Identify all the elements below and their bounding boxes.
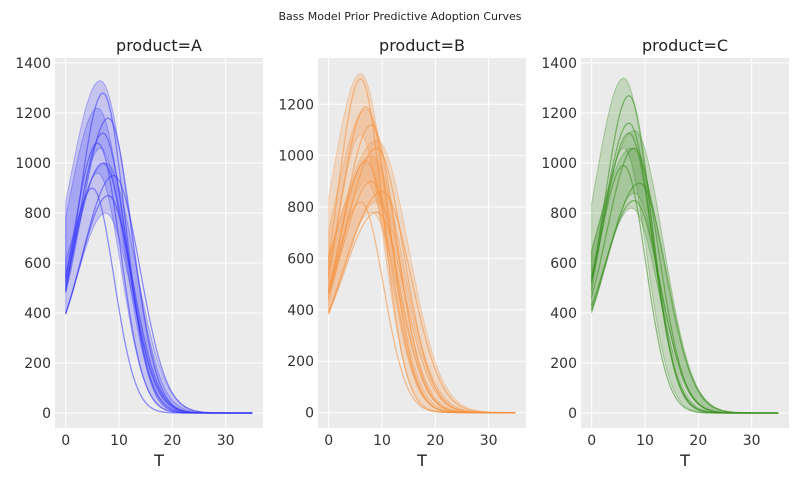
- adoption-curve: [328, 211, 516, 414]
- y-tick-label: 1200: [278, 97, 314, 113]
- x-tick-label: 30: [743, 433, 761, 449]
- subplot-title: product=B: [379, 36, 465, 55]
- y-tick-label: 1400: [541, 56, 577, 72]
- y-tick-label: 400: [550, 306, 577, 322]
- x-tick-label: 30: [480, 433, 498, 449]
- y-tick-label: 1200: [15, 106, 51, 122]
- subplot-3: 0 10 20 30 0 200 400 600 800 1000 1200 1400 product=…: [541, 36, 789, 470]
- y-tick-label: 200: [24, 356, 51, 372]
- y-tick-label: 0: [568, 406, 577, 422]
- y-tick-label: 600: [24, 256, 51, 272]
- y-tick-label: 0: [305, 406, 314, 422]
- x-tick-label: 10: [636, 433, 654, 449]
- x-tick-label: 30: [217, 433, 235, 449]
- y-tick-label: 400: [287, 303, 314, 319]
- x-axis-label: T: [679, 451, 690, 470]
- y-tick-label: 200: [550, 356, 577, 372]
- y-tick-label: 1200: [541, 106, 577, 122]
- y-tick-label: 1000: [278, 149, 314, 165]
- subplot-title: product=A: [116, 36, 202, 55]
- y-tick-label: 800: [24, 206, 51, 222]
- y-tick-label: 400: [24, 306, 51, 322]
- subplot-title: product=C: [642, 36, 728, 55]
- x-axis-label: T: [153, 451, 164, 470]
- x-tick-label: 0: [324, 433, 333, 449]
- y-tick-label: 1000: [541, 156, 577, 172]
- figure-title: Bass Model Prior Predictive Adoption Cur…: [278, 10, 521, 23]
- subplot-2: 0 10 20 30 0 200 400 600 800 1000 1200 product=B T: [278, 36, 526, 470]
- x-tick-label: 10: [110, 433, 128, 449]
- y-tick-label: 800: [287, 200, 314, 216]
- x-tick-label: 0: [587, 433, 596, 449]
- adoption-curve: [65, 132, 253, 414]
- plot-area: [581, 58, 789, 428]
- y-tick-label: 600: [550, 256, 577, 272]
- y-tick-label: 800: [550, 206, 577, 222]
- x-tick-label: 20: [689, 433, 707, 449]
- y-tick-label: 200: [287, 354, 314, 370]
- x-tick-label: 10: [373, 433, 391, 449]
- y-tick-label: 600: [287, 251, 314, 267]
- x-tick-label: 20: [426, 433, 444, 449]
- plot-area: [55, 58, 263, 428]
- x-axis-label: T: [416, 451, 427, 470]
- y-tick-label: 1400: [15, 56, 51, 72]
- subplot-1: 0 10 20 30 0 200 400 600 800 1000 1200 1400 product=…: [15, 36, 263, 470]
- y-tick-label: 1000: [15, 156, 51, 172]
- adoption-curve: [591, 132, 779, 414]
- x-tick-label: 20: [163, 433, 181, 449]
- y-tick-label: 0: [42, 406, 51, 422]
- x-tick-label: 0: [61, 433, 70, 449]
